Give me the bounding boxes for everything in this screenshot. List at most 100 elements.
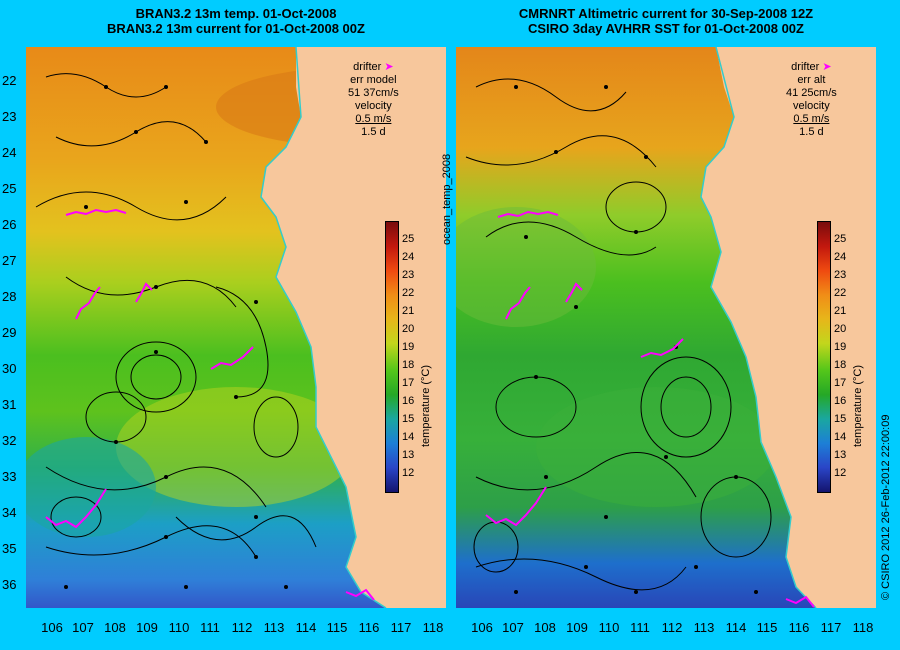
lat-label: 32 [2, 433, 17, 448]
right-title-line1: CMRNRT Altimetric current for 30-Sep-200… [518, 6, 814, 21]
current-streamlines [465, 78, 772, 591]
right-map-panel: drifter ➤ err alt 41 25cm/s velocity 0.5… [456, 47, 876, 608]
left-colorbar [385, 221, 399, 493]
lon-label: 106 [41, 620, 63, 635]
right-panel-title: CMRNRT Altimetric current for 30-Sep-200… [456, 6, 876, 36]
lat-label: 27 [2, 253, 17, 268]
left-map-canvas [26, 47, 446, 608]
lon-label: 115 [756, 620, 778, 635]
cbar-tick: 13 [834, 449, 847, 461]
cbar-tick: 15 [834, 413, 847, 425]
left-legend-duration: 1.5 d [361, 126, 386, 138]
right-legend-velocity-label: velocity [793, 100, 830, 112]
lon-label: 118 [852, 620, 874, 635]
lon-label: 114 [295, 620, 317, 635]
lon-label: 113 [263, 620, 285, 635]
right-legend: drifter ➤ err alt 41 25cm/s velocity 0.5… [786, 61, 837, 139]
right-colorbar [817, 221, 831, 493]
left-title-line2: BRAN3.2 13m current for 01-Oct-2008 00Z [107, 21, 365, 36]
lon-label: 109 [566, 620, 588, 635]
lon-label: 113 [693, 620, 715, 635]
coastline-isobath [260, 47, 387, 608]
lon-label: 116 [358, 620, 380, 635]
australia-landmass [701, 47, 876, 608]
drifter-icon: ➤ [384, 61, 394, 73]
lat-label: 35 [2, 541, 17, 556]
cbar-tick: 19 [402, 341, 415, 353]
cbar-tick: 18 [834, 359, 847, 371]
right-legend-err-label: err alt [797, 74, 826, 86]
right-map-canvas [456, 47, 876, 608]
drifter-icon: ➤ [822, 61, 832, 73]
lat-label: 31 [2, 397, 17, 412]
cbar-tick: 22 [834, 287, 847, 299]
cbar-tick: 23 [402, 269, 415, 281]
lat-label: 34 [2, 505, 17, 520]
cbar-tick: 21 [402, 305, 415, 317]
cbar-tick: 16 [834, 395, 847, 407]
drifter-tracks [45, 208, 375, 601]
right-legend-err-value: 41 25cm/s [786, 87, 837, 99]
lon-label: 108 [534, 620, 556, 635]
lon-label: 110 [168, 620, 190, 635]
lon-label: 107 [72, 620, 94, 635]
cbar-tick: 20 [834, 323, 847, 335]
lat-label: 23 [2, 109, 17, 124]
right-legend-velocity-value: 0.5 m/s [793, 113, 830, 125]
lon-label: 107 [502, 620, 524, 635]
lon-label: 111 [630, 620, 650, 635]
lon-label: 115 [326, 620, 348, 635]
right-title-line2: CSIRO 3day AVHRR SST for 01-Oct-2008 00Z [528, 21, 804, 36]
lon-label: 112 [231, 620, 253, 635]
left-legend-err-label: err model [350, 74, 397, 86]
lat-label: 30 [2, 361, 17, 376]
cbar-tick: 12 [834, 467, 847, 479]
lon-label: 110 [598, 620, 620, 635]
cbar-tick: 12 [402, 467, 415, 479]
left-legend-velocity-value: 0.5 m/s [355, 113, 392, 125]
lat-label: 33 [2, 469, 17, 484]
left-colorbar-label: temperature (°C) [420, 364, 432, 447]
lon-label: 116 [788, 620, 810, 635]
lon-label: 109 [136, 620, 158, 635]
cbar-tick: 17 [834, 377, 847, 389]
lon-label: 106 [471, 620, 493, 635]
left-legend-drifter: drifter ➤ [353, 61, 394, 73]
cbar-tick: 14 [402, 431, 415, 443]
left-title-line1: BRAN3.2 13m temp. 01-Oct-2008 [135, 6, 337, 21]
cbar-tick: 22 [402, 287, 415, 299]
left-map-panel: drifter ➤ err model 51 37cm/s velocity 0… [26, 47, 446, 608]
lon-label: 108 [104, 620, 126, 635]
lon-label: 117 [390, 620, 412, 635]
cbar-tick: 13 [402, 449, 415, 461]
lon-label: 117 [820, 620, 842, 635]
lat-label: 29 [2, 325, 17, 340]
cbar-tick: 24 [834, 251, 847, 263]
sst-patch [536, 387, 776, 507]
lon-label: 118 [422, 620, 444, 635]
cbar-tick: 23 [834, 269, 847, 281]
lon-label: 114 [725, 620, 747, 635]
cbar-tick: 16 [402, 395, 415, 407]
lat-label: 28 [2, 289, 17, 304]
australia-landmass [261, 47, 446, 608]
cbar-tick: 21 [834, 305, 847, 317]
lat-label: 36 [2, 577, 17, 592]
warm-eddy-patch [116, 387, 356, 507]
lon-label: 111 [200, 620, 220, 635]
right-colorbar-label: temperature (°C) [852, 364, 864, 447]
cbar-tick: 25 [402, 233, 415, 245]
lat-label: 22 [2, 73, 17, 88]
cbar-tick: 17 [402, 377, 415, 389]
cbar-tick: 24 [402, 251, 415, 263]
lat-label: 26 [2, 217, 17, 232]
cbar-tick: 15 [402, 413, 415, 425]
left-panel-title: BRAN3.2 13m temp. 01-Oct-2008 BRAN3.2 13… [26, 6, 446, 36]
right-legend-duration: 1.5 d [799, 126, 824, 138]
current-arrow-heads [64, 85, 288, 589]
lon-label: 112 [661, 620, 683, 635]
coastline-isobath [700, 47, 817, 608]
left-legend-err-value: 51 37cm/s [348, 87, 399, 99]
left-legend-velocity-label: velocity [355, 100, 392, 112]
cbar-tick: 18 [402, 359, 415, 371]
